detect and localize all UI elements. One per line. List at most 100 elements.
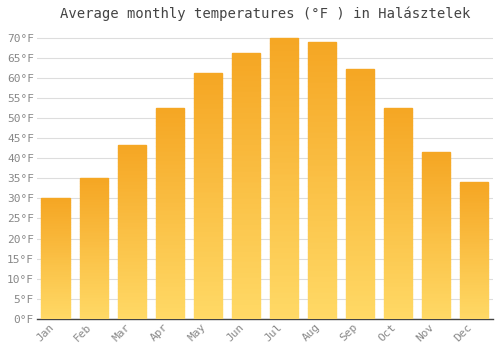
- Bar: [422, 245, 450, 249]
- Bar: [422, 192, 450, 196]
- Bar: [384, 188, 412, 192]
- Bar: [80, 178, 108, 319]
- Bar: [308, 219, 336, 225]
- Bar: [460, 300, 488, 302]
- Bar: [156, 133, 184, 138]
- Bar: [308, 131, 336, 136]
- Bar: [80, 234, 108, 237]
- Bar: [422, 256, 450, 259]
- Bar: [232, 314, 260, 319]
- Bar: [460, 210, 488, 212]
- Bar: [384, 159, 412, 163]
- Bar: [346, 259, 374, 264]
- Bar: [422, 275, 450, 279]
- Bar: [460, 218, 488, 220]
- Bar: [42, 312, 70, 314]
- Bar: [460, 245, 488, 248]
- Bar: [194, 191, 222, 196]
- Bar: [156, 125, 184, 129]
- Bar: [156, 315, 184, 319]
- Bar: [422, 272, 450, 275]
- Bar: [460, 259, 488, 261]
- Bar: [156, 159, 184, 163]
- Bar: [270, 37, 298, 319]
- Bar: [232, 207, 260, 212]
- Bar: [460, 305, 488, 308]
- Bar: [308, 308, 336, 313]
- Bar: [270, 161, 298, 167]
- Bar: [156, 230, 184, 235]
- Bar: [270, 83, 298, 88]
- Bar: [384, 209, 412, 214]
- Bar: [194, 161, 222, 166]
- Bar: [156, 184, 184, 188]
- Bar: [42, 266, 70, 268]
- Bar: [384, 243, 412, 247]
- Bar: [422, 169, 450, 172]
- Bar: [346, 244, 374, 249]
- Bar: [194, 152, 222, 156]
- Bar: [346, 254, 374, 259]
- Bar: [118, 305, 146, 308]
- Bar: [156, 108, 184, 319]
- Bar: [384, 129, 412, 133]
- Bar: [346, 199, 374, 204]
- Bar: [80, 285, 108, 288]
- Bar: [308, 252, 336, 258]
- Bar: [156, 306, 184, 310]
- Bar: [308, 258, 336, 264]
- Bar: [308, 103, 336, 108]
- Bar: [80, 316, 108, 319]
- Bar: [346, 299, 374, 304]
- Bar: [270, 49, 298, 55]
- Bar: [460, 188, 488, 190]
- Bar: [42, 295, 70, 297]
- Bar: [194, 88, 222, 93]
- Bar: [422, 306, 450, 309]
- Bar: [384, 302, 412, 306]
- Bar: [232, 218, 260, 223]
- Bar: [270, 218, 298, 223]
- Bar: [422, 259, 450, 262]
- Bar: [308, 197, 336, 203]
- Bar: [422, 239, 450, 242]
- Bar: [308, 313, 336, 319]
- Bar: [384, 142, 412, 146]
- Bar: [422, 175, 450, 179]
- Bar: [422, 209, 450, 212]
- Bar: [80, 288, 108, 291]
- Bar: [42, 212, 70, 215]
- Bar: [194, 122, 222, 127]
- Bar: [270, 37, 298, 43]
- Bar: [346, 89, 374, 94]
- Bar: [422, 229, 450, 232]
- Bar: [346, 79, 374, 84]
- Bar: [460, 185, 488, 188]
- Bar: [80, 291, 108, 294]
- Bar: [42, 287, 70, 290]
- Bar: [346, 94, 374, 99]
- Bar: [118, 190, 146, 194]
- Bar: [422, 316, 450, 319]
- Bar: [308, 86, 336, 92]
- Bar: [422, 222, 450, 225]
- Bar: [156, 146, 184, 150]
- Bar: [384, 108, 412, 112]
- Bar: [270, 234, 298, 240]
- Bar: [42, 251, 70, 253]
- Bar: [270, 296, 298, 302]
- Bar: [156, 167, 184, 171]
- Bar: [384, 154, 412, 159]
- Bar: [156, 251, 184, 256]
- Bar: [194, 181, 222, 186]
- Bar: [422, 162, 450, 166]
- Bar: [194, 275, 222, 280]
- Bar: [42, 309, 70, 312]
- Bar: [232, 63, 260, 69]
- Bar: [270, 257, 298, 262]
- Bar: [270, 133, 298, 139]
- Bar: [80, 276, 108, 279]
- Bar: [80, 212, 108, 215]
- Bar: [460, 190, 488, 193]
- Bar: [422, 309, 450, 312]
